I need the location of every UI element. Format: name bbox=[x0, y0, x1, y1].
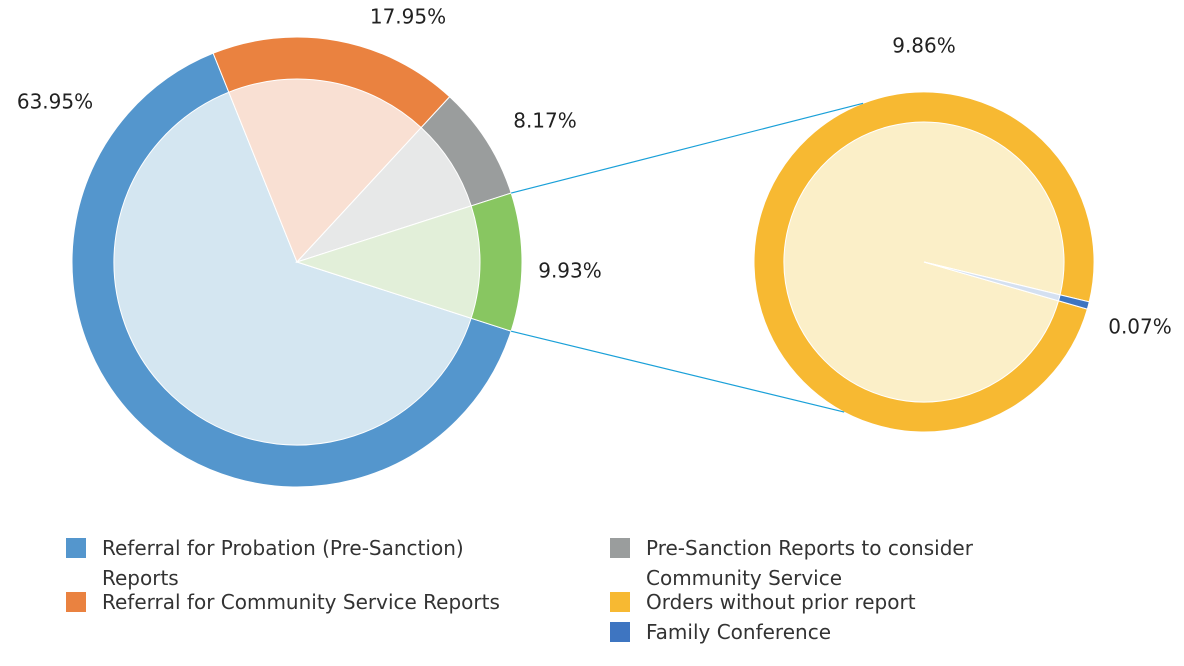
connector bbox=[511, 102, 864, 194]
legend-swatch bbox=[610, 538, 630, 558]
legend-swatch bbox=[610, 592, 630, 612]
legend-item: Referral for Probation (Pre-Sanction) Re… bbox=[66, 533, 542, 593]
legend-item: Pre-Sanction Reports to consider Communi… bbox=[610, 533, 1026, 593]
slice-inner bbox=[783, 121, 1065, 403]
legend-label: Referral for Probation (Pre-Sanction) Re… bbox=[102, 536, 464, 590]
slice-inner bbox=[295, 126, 472, 264]
slice-inner bbox=[923, 261, 1061, 302]
legend-swatch bbox=[66, 538, 86, 558]
slice-inner bbox=[113, 91, 472, 446]
data-label: 0.07% bbox=[1108, 315, 1172, 339]
legend-swatch bbox=[66, 592, 86, 612]
legend-item: Referral for Community Service Reports bbox=[66, 587, 542, 617]
legend-item: Orders without prior report bbox=[610, 587, 1026, 617]
data-label: 8.17% bbox=[513, 109, 577, 133]
data-label: 17.95% bbox=[370, 5, 446, 29]
data-label: 9.93% bbox=[538, 259, 602, 283]
legend-item: Family Conference bbox=[610, 617, 1026, 647]
chart: 63.95% 17.95% 8.17% 9.93% 9.86% 0.07% bbox=[17, 5, 1172, 488]
connector bbox=[510, 330, 845, 413]
legend-label: Pre-Sanction Reports to consider Communi… bbox=[646, 536, 973, 590]
data-label: 63.95% bbox=[17, 90, 93, 114]
legend-label: Referral for Community Service Reports bbox=[102, 590, 500, 614]
data-label: 9.86% bbox=[892, 34, 956, 58]
legend-swatch bbox=[610, 622, 630, 642]
legend-label: Orders without prior report bbox=[646, 590, 916, 614]
slice-inner bbox=[228, 78, 422, 263]
slice-inner bbox=[295, 205, 481, 319]
legend-label: Family Conference bbox=[646, 620, 831, 644]
